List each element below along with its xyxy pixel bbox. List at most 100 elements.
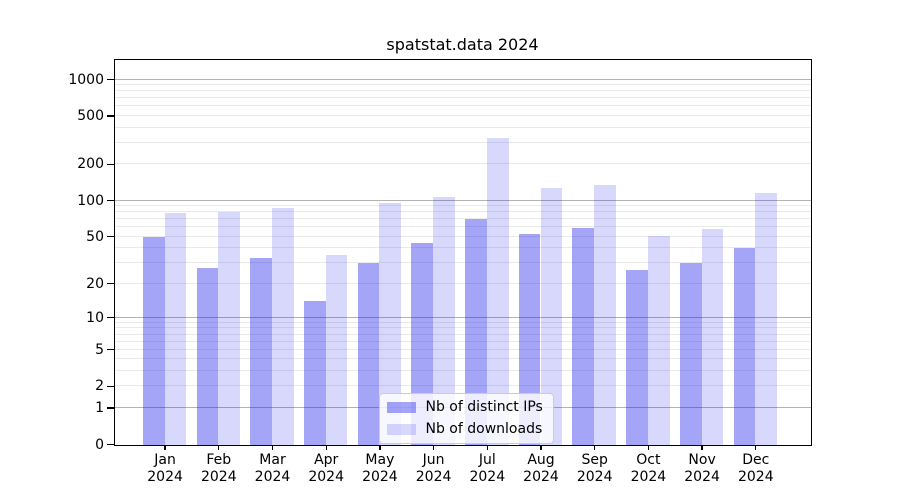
y-axis-tick-mark <box>107 78 114 81</box>
x-tick-month: Nov <box>688 452 716 468</box>
gridline-minor <box>114 90 811 92</box>
y-axis-tick-label: 20 <box>86 275 104 292</box>
x-tick-month: Jun <box>422 452 445 468</box>
x-axis-tick-mark <box>594 445 596 450</box>
y-axis-tick-label: 50 <box>86 228 104 245</box>
gridline-minor <box>114 358 811 360</box>
bar-ips-may <box>357 263 380 445</box>
y-axis-tick-mark <box>107 200 114 202</box>
x-axis-tick-mark <box>432 445 435 450</box>
x-tick-year: 2024 <box>737 469 774 485</box>
bar-downloads-sep <box>594 184 616 445</box>
y-axis-tick-mark <box>107 407 114 409</box>
gridline-minor <box>114 218 811 220</box>
y-axis-tick-label: 200 <box>77 156 104 173</box>
bar-downloads-jun <box>433 196 455 445</box>
gridline-minor <box>114 348 811 350</box>
gridline-minor <box>114 211 811 213</box>
x-tick-year: 2024 <box>362 469 398 485</box>
y-axis-tick-label: 500 <box>77 108 104 125</box>
legend-label: Nb of downloads <box>425 420 543 437</box>
gridline-minor <box>114 115 811 117</box>
x-tick-month: May <box>365 452 395 468</box>
x-tick-year: 2024 <box>415 469 452 485</box>
x-axis-tick-mark <box>325 445 327 450</box>
bar-ips-apr <box>303 301 326 445</box>
gridline-minor <box>114 126 811 128</box>
x-axis-tick-label: Jan 2024 <box>125 452 205 486</box>
gridline-minor <box>114 97 811 99</box>
x-axis-tick-label: Sep 2024 <box>555 452 635 486</box>
bar-ips-nov <box>679 263 702 445</box>
chart-title: spatstat.data 2024 <box>386 35 539 54</box>
x-axis-tick-label: Jun 2024 <box>394 452 474 486</box>
y-axis-tick-mark <box>107 163 114 165</box>
x-axis-tick-label: May 2024 <box>340 452 420 486</box>
bar-ips-aug <box>518 233 541 445</box>
gridline-minor <box>114 282 811 284</box>
x-axis-tick-mark <box>755 445 757 450</box>
x-tick-year: 2024 <box>630 469 667 485</box>
gridline-major <box>114 78 811 80</box>
gridline-major <box>114 316 811 318</box>
legend-swatch-distinct-ips <box>386 401 416 413</box>
bar-ips-jan <box>142 236 165 445</box>
y-axis-tick-label: 5 <box>95 341 104 358</box>
x-tick-year: 2024 <box>200 469 237 485</box>
legend: Nb of distinct IPs Nb of downloads <box>378 392 554 444</box>
gridline-minor <box>114 205 811 207</box>
x-axis-tick-label: Feb 2024 <box>179 452 259 486</box>
y-axis-tick-mark <box>107 385 114 388</box>
gridline-minor <box>114 247 811 249</box>
x-axis-tick-mark <box>271 445 274 450</box>
bar-ips-jul <box>465 219 487 445</box>
x-tick-month: Jul <box>478 452 496 468</box>
x-axis-tick-mark <box>540 445 542 450</box>
x-axis-tick-mark <box>164 445 166 450</box>
bar-downloads-dec <box>755 193 778 445</box>
gridline-minor <box>114 321 811 323</box>
x-axis-tick-mark <box>218 445 220 450</box>
x-tick-year: 2024 <box>308 469 344 485</box>
gridline-minor <box>114 226 811 228</box>
bar-ips-dec <box>733 248 756 445</box>
bar-downloads-oct <box>647 235 670 445</box>
bar-downloads-may <box>379 203 402 445</box>
gridline-minor <box>114 84 811 86</box>
bar-downloads-aug <box>540 188 563 445</box>
x-axis-tick-mark <box>647 445 650 450</box>
x-tick-year: 2024 <box>147 469 183 485</box>
x-axis-tick-label: Nov 2024 <box>662 452 742 486</box>
x-tick-month: Aug <box>527 452 555 468</box>
gridline-minor <box>114 327 811 329</box>
bar-downloads-feb <box>218 211 241 445</box>
x-tick-month: Feb <box>206 452 232 468</box>
x-axis-tick-label: Aug 2024 <box>501 452 581 486</box>
x-tick-month: Oct <box>636 452 661 468</box>
x-tick-year: 2024 <box>254 469 291 485</box>
x-tick-month: Apr <box>314 452 339 468</box>
x-axis-tick-mark <box>486 445 488 450</box>
y-axis-tick-mark <box>107 283 114 285</box>
x-axis-tick-label: Jul 2024 <box>447 452 527 486</box>
x-axis-tick-label: Mar 2024 <box>233 452 313 486</box>
y-axis-tick-label: 1 <box>95 399 104 416</box>
y-axis-tick-label: 10 <box>86 309 104 326</box>
x-tick-year: 2024 <box>469 469 506 485</box>
x-tick-month: Dec <box>742 452 770 468</box>
x-tick-month: Sep <box>581 452 608 468</box>
gridline-minor <box>114 235 811 237</box>
bar-downloads-mar <box>272 207 294 445</box>
bar-downloads-apr <box>325 255 348 445</box>
gridline-minor <box>114 105 811 107</box>
y-axis-tick-label: 0 <box>95 436 104 453</box>
y-axis-tick-label: 1000 <box>68 71 104 88</box>
bar-downloads-jan <box>164 213 187 445</box>
y-axis-tick-label: 2 <box>95 378 104 395</box>
y-axis-tick-mark <box>107 236 114 238</box>
bar-downloads-jul <box>486 137 509 445</box>
plot-area: Nb of distinct IPs Nb of downloads <box>113 58 812 446</box>
legend-swatch-downloads <box>386 423 416 435</box>
gridline-minor <box>114 141 811 143</box>
